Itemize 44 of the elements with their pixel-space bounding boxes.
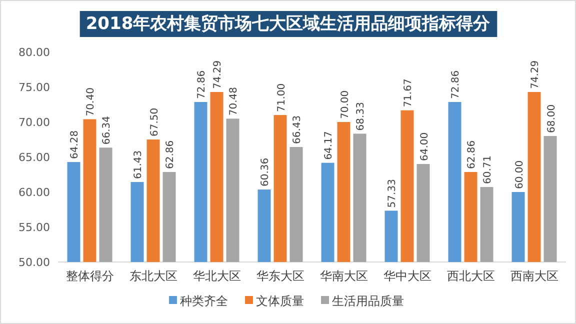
legend-label: 种类齐全	[180, 294, 228, 308]
data-label: 61.43	[133, 150, 144, 179]
data-label: 62.86	[165, 140, 176, 169]
x-tick-label: 西北大区	[446, 269, 495, 283]
x-tick-label: 东北大区	[129, 269, 178, 283]
y-tick-label: 65.00	[18, 151, 50, 164]
x-tick-label: 华中大区	[383, 269, 432, 283]
data-label: 60.71	[482, 155, 494, 184]
y-tick-label: 80.00	[18, 46, 50, 59]
data-label: 70.40	[86, 88, 97, 116]
data-label: 74.29	[530, 60, 542, 89]
data-label: 64.00	[419, 132, 430, 161]
data-label: 68.33	[356, 102, 367, 131]
x-tick-label: 华南大区	[320, 269, 368, 283]
x-tick-label: 华北大区	[192, 269, 241, 283]
data-label: 62.86	[466, 140, 478, 169]
data-label: 71.00	[276, 83, 288, 112]
data-label: 60.36	[260, 158, 272, 186]
data-label: 64.28	[70, 130, 81, 160]
chart-title: 2018年农村集贸市场七大区域生活用品细项指标得分	[86, 14, 492, 34]
data-label: 70.48	[228, 87, 240, 116]
title: 2018年农村集贸市场七大区域生活用品细项指标得分	[80, 11, 498, 37]
y-tick-label: 75.00	[18, 81, 50, 94]
legend-label: 生活用品质量	[332, 294, 404, 308]
data-label: 74.29	[212, 60, 224, 89]
data-label: 71.67	[403, 78, 414, 108]
y-tick-label: 60.00	[18, 186, 50, 199]
data-label: 67.50	[149, 108, 160, 136]
data-label: 64.17	[324, 131, 335, 160]
x-tick-label: 整体得分	[66, 269, 114, 283]
data-label: 68.00	[546, 104, 558, 133]
data-label: 72.86	[450, 70, 462, 99]
data-label: 66.43	[292, 115, 304, 144]
data-label: 70.00	[340, 90, 351, 119]
data-label: 72.86	[196, 70, 208, 99]
legend-label: 文体质量	[256, 294, 304, 308]
data-label: 60.00	[514, 160, 526, 189]
x-tick-label: 西南大区	[510, 269, 558, 283]
x-tick-label: 华东大区	[256, 269, 304, 283]
y-tick-label: 50.00	[18, 256, 50, 269]
y-tick-label: 55.00	[18, 221, 50, 234]
data-label: 57.33	[387, 179, 398, 208]
data-label: 66.34	[102, 116, 113, 145]
y-tick-label: 70.00	[18, 116, 50, 129]
